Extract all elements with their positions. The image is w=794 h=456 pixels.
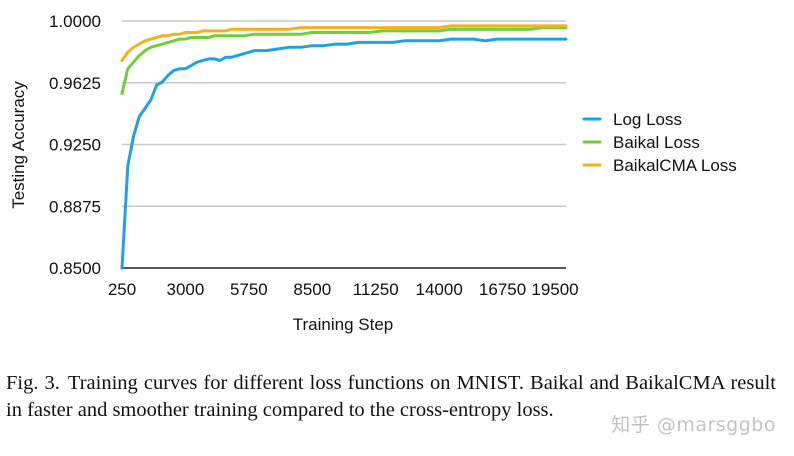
x-axis-ticks: 250 3000 5750 8500 11250 14000 16750 19500 [108, 280, 579, 299]
series-lines [120, 24, 568, 270]
line-chart: 1.0000 0.9625 0.9250 0.8875 0.8500 250 3000 57… [9, 12, 737, 334]
gridlines [122, 20, 566, 207]
legend-label-log-loss: Log Loss [613, 110, 682, 129]
x-tick-label: 8500 [293, 280, 331, 299]
legend-label-baikalcma-loss: BaikalCMA Loss [613, 156, 737, 175]
y-tick-label: 0.9250 [49, 136, 101, 155]
series-line-log-loss [120, 37, 568, 270]
legend: Log Loss Baikal Loss BaikalCMA Loss [582, 110, 737, 175]
x-tick-label: 5750 [230, 280, 268, 299]
x-tick-label: 11250 [353, 280, 399, 299]
series-line-baikal-loss [120, 26, 568, 95]
x-tick-label: 3000 [167, 280, 205, 299]
y-tick-label: 1.0000 [49, 12, 101, 31]
series-line-baikalcma-loss [120, 24, 568, 62]
legend-label-baikal-loss: Baikal Loss [613, 133, 700, 152]
y-tick-label: 0.8875 [49, 197, 101, 216]
figure-label: Fig. 3. [6, 372, 60, 394]
caption-text: Training curves for different loss funct… [6, 372, 776, 421]
x-tick-label: 14000 [416, 280, 463, 299]
x-tick-label: 16750 [479, 280, 526, 299]
x-tick-label: 19500 [531, 280, 578, 299]
y-axis-title: Testing Accuracy [9, 81, 28, 209]
y-axis-ticks: 1.0000 0.9625 0.9250 0.8875 0.8500 [49, 12, 101, 278]
y-tick-label: 0.8500 [49, 259, 101, 278]
x-axis-title: Training Step [293, 315, 393, 334]
y-tick-label: 0.9625 [49, 74, 101, 93]
x-tick-label: 250 [108, 280, 136, 299]
figure-caption: Fig. 3. Training curves for different los… [6, 370, 776, 424]
watermark: 知乎 @marsggbo [611, 414, 776, 436]
